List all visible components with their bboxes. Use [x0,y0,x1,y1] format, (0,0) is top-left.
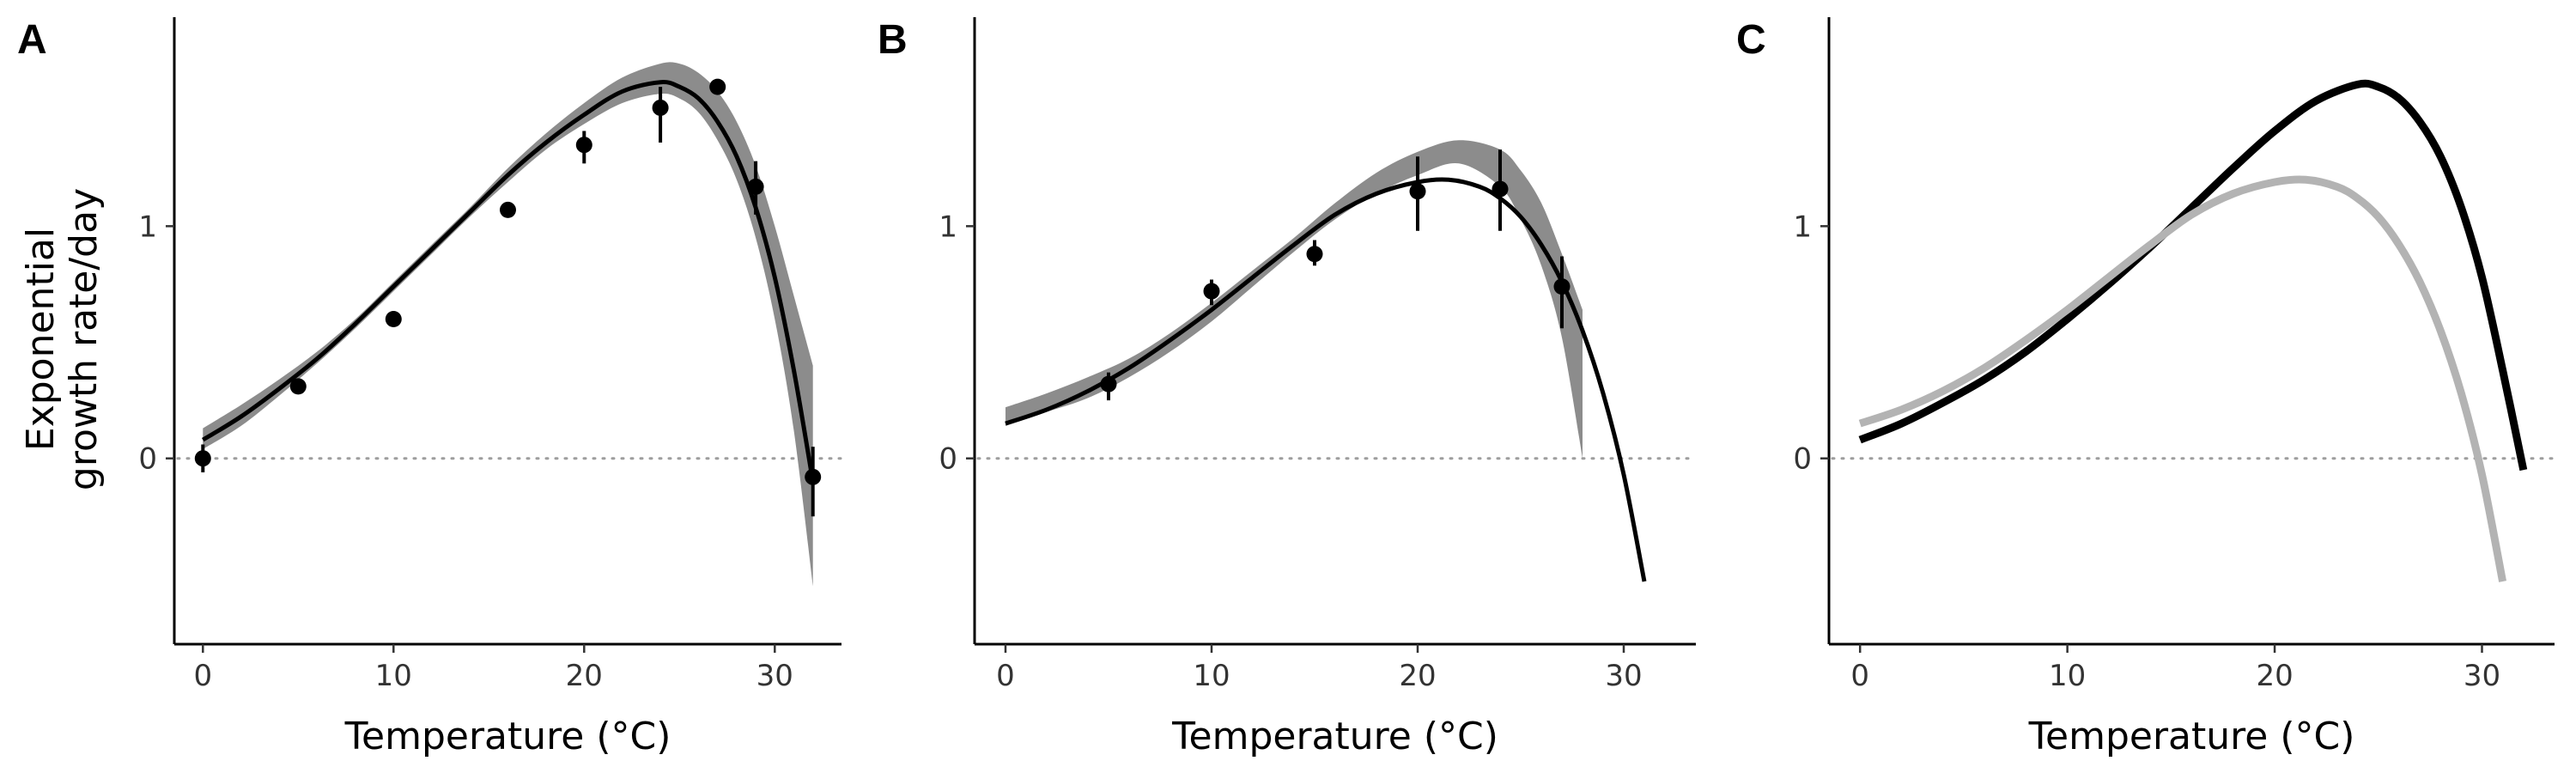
panel-b-data-point [1409,183,1426,200]
panel-b-data-point [1203,283,1220,300]
panel-a-data-point [289,378,307,395]
panel-c-y-tick-label: 0 [1793,442,1812,477]
panel-a-x-tick-label: 20 [566,659,603,693]
panel-b-x-tick-label: 30 [1605,659,1642,693]
panel-a-y-tick-label: 1 [138,210,157,244]
panel-a-y-tick-label: 0 [138,442,157,477]
panel-b-x-axis-title: Temperature (°C) [1171,715,1498,758]
panel-a-x-tick-label: 10 [375,659,412,693]
panel-a-y-axis-title-line-2: growth rate/day [62,188,106,490]
panel-a-data-point [500,201,516,218]
panel-a-data-point [709,78,726,95]
panel-a-letter: A [17,17,47,63]
panel-b-series-line-1 [1005,177,1647,582]
panel-c-series-line-2 [1858,175,2507,582]
panel-c-x-tick-label: 10 [2049,659,2086,693]
panel-c-y-tick-label: 1 [1793,210,1812,244]
panel-c-x-axis-title: Temperature (°C) [2028,715,2355,758]
panel-c-series-line-1 [1858,79,2528,472]
panel-a-y-axis-title-line-1: Exponential [19,228,63,451]
panel-a-x-axis-title: Temperature (°C) [344,715,671,758]
panel-b-data-point [1553,278,1571,295]
panel-b-letter: B [878,17,908,63]
panel-b-data-point [1492,180,1509,198]
panel-a-data-point [805,468,822,485]
panel-a-data-point [575,137,592,154]
panel-a-x-tick-label: 30 [756,659,793,693]
panel-b-y-tick-label: 1 [939,210,957,244]
panel-a-confidence-band [203,62,813,587]
panel-a-data-point [194,450,211,467]
panel-b-x-tick-label: 0 [996,659,1015,693]
panel-b-x-tick-label: 20 [1399,659,1436,693]
panel-a-data-point [385,310,402,327]
panel-a-data-point [747,178,764,195]
panel-c-letter: C [1736,17,1766,63]
panel-a-x-tick-label: 0 [193,659,212,693]
panel-c-x-tick-label: 20 [2256,659,2293,693]
panel-c-x-tick-label: 30 [2464,659,2500,693]
panel-a-data-point [652,99,669,116]
panel-c-x-tick-label: 0 [1850,659,1869,693]
panel-b-y-tick-label: 0 [939,442,957,477]
panel-b-data-point [1306,246,1323,263]
panel-a-series-line-1 [202,80,816,483]
panel-b-x-tick-label: 10 [1193,659,1230,693]
panel-b-data-point [1100,375,1117,393]
